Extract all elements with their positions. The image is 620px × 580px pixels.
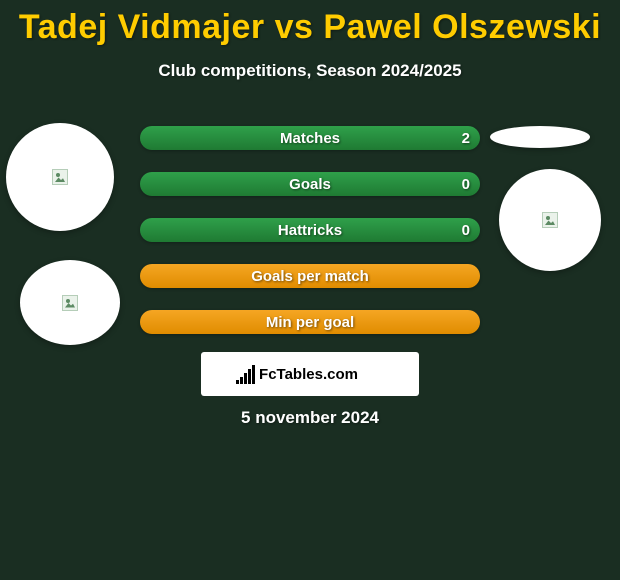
logo-text: FcTables.com	[259, 366, 358, 383]
broken-image-icon	[542, 212, 558, 228]
player-photo-2	[499, 169, 601, 271]
site-logo: FcTables.com	[201, 352, 419, 396]
player-photo-1	[6, 123, 114, 231]
broken-image-icon	[52, 169, 68, 185]
stats-list: Matches 2 Goals 0 Hattricks 0 Goals per match M…	[140, 126, 480, 356]
stat-pill: Hattricks 0	[140, 218, 480, 242]
stat-label: Min per goal	[266, 314, 354, 331]
date-text: 5 november 2024	[0, 408, 620, 428]
stat-pill: Min per goal	[140, 310, 480, 334]
stat-pill: Goals per match	[140, 264, 480, 288]
page-title: Tadej Vidmajer vs Pawel Olszewski	[0, 0, 620, 47]
stat-value: 0	[462, 176, 470, 193]
stat-pill: Matches 2	[140, 126, 480, 150]
stat-label: Goals per match	[251, 268, 369, 285]
logo-bars-icon	[236, 365, 255, 384]
stat-label: Matches	[280, 130, 340, 147]
stat-pill: Goals 0	[140, 172, 480, 196]
stat-value: 2	[462, 130, 470, 147]
broken-image-icon	[62, 295, 78, 311]
decoration-ellipse	[490, 126, 590, 148]
subtitle: Club competitions, Season 2024/2025	[0, 61, 620, 81]
team-logo-1	[20, 260, 120, 345]
stat-value: 0	[462, 222, 470, 239]
stat-label: Hattricks	[278, 222, 342, 239]
stat-label: Goals	[289, 176, 331, 193]
